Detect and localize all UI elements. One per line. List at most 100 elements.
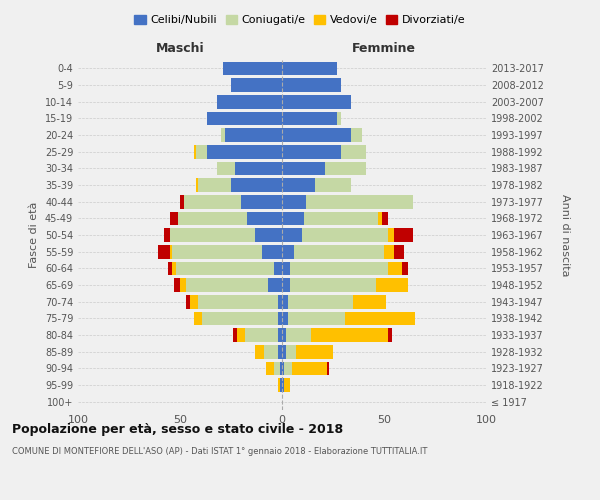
Bar [294,245,384,258]
Bar [266,362,274,375]
Bar [282,328,286,342]
Bar [290,278,376,292]
Bar [311,328,388,342]
Bar [278,378,280,392]
Bar [274,262,282,275]
Bar [199,295,278,308]
Bar [282,245,294,258]
Bar [194,312,202,325]
Bar [282,112,337,125]
Bar [282,212,304,225]
Bar [290,262,388,275]
Bar [172,262,176,275]
Bar [190,295,199,308]
Bar [388,228,394,242]
Bar [158,245,170,258]
Bar [292,362,327,375]
Bar [180,195,184,208]
Bar [341,145,365,158]
Bar [394,228,413,242]
Bar [176,262,274,275]
Bar [170,245,172,258]
Bar [282,128,352,142]
Bar [278,328,282,342]
Bar [284,362,292,375]
Bar [223,62,282,75]
Bar [282,178,314,192]
Bar [337,112,341,125]
Bar [352,128,362,142]
Bar [184,195,241,208]
Bar [194,145,196,158]
Bar [164,228,170,242]
Bar [170,228,256,242]
Bar [180,278,186,292]
Bar [262,245,282,258]
Bar [282,362,284,375]
Bar [282,378,284,392]
Bar [282,228,302,242]
Bar [278,295,282,308]
Bar [327,362,329,375]
Bar [282,195,307,208]
Bar [280,362,282,375]
Bar [403,262,409,275]
Bar [256,228,282,242]
Bar [288,312,345,325]
Bar [174,278,180,292]
Bar [206,112,282,125]
Bar [278,345,282,358]
Bar [314,178,352,192]
Bar [282,62,337,75]
Bar [186,295,190,308]
Bar [282,278,290,292]
Bar [196,145,206,158]
Text: Maschi: Maschi [155,42,205,55]
Bar [263,345,278,358]
Bar [231,78,282,92]
Bar [196,178,199,192]
Bar [296,345,333,358]
Bar [384,245,394,258]
Bar [231,178,282,192]
Bar [280,378,282,392]
Bar [268,278,282,292]
Bar [304,212,378,225]
Bar [345,312,415,325]
Bar [282,145,341,158]
Bar [233,328,237,342]
Bar [376,278,409,292]
Bar [256,345,263,358]
Bar [202,312,278,325]
Bar [282,295,288,308]
Bar [282,312,288,325]
Text: Femmine: Femmine [352,42,416,55]
Bar [247,212,282,225]
Bar [278,312,282,325]
Y-axis label: Anni di nascita: Anni di nascita [560,194,571,276]
Bar [353,295,386,308]
Text: Popolazione per età, sesso e stato civile - 2018: Popolazione per età, sesso e stato civil… [12,422,343,436]
Bar [286,345,296,358]
Bar [186,278,268,292]
Bar [235,162,282,175]
Bar [172,245,262,258]
Y-axis label: Fasce di età: Fasce di età [29,202,39,268]
Bar [168,262,172,275]
Bar [199,178,231,192]
Bar [282,162,325,175]
Bar [282,345,286,358]
Bar [221,128,225,142]
Bar [388,328,392,342]
Bar [217,162,235,175]
Bar [307,195,413,208]
Bar [388,262,403,275]
Bar [245,328,278,342]
Bar [282,95,352,108]
Bar [378,212,382,225]
Bar [225,128,282,142]
Legend: Celibi/Nubili, Coniugati/e, Vedovi/e, Divorziati/e: Celibi/Nubili, Coniugati/e, Vedovi/e, Di… [130,10,470,30]
Bar [217,95,282,108]
Bar [288,295,353,308]
Bar [237,328,245,342]
